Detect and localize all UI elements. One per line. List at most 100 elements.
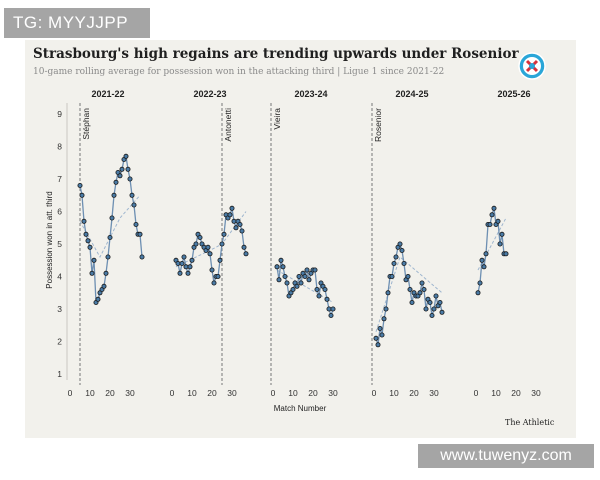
data-point xyxy=(185,270,191,276)
data-point xyxy=(81,218,87,224)
data-point xyxy=(328,312,334,318)
season-label: 2021-22 xyxy=(91,89,124,99)
data-point xyxy=(237,221,243,227)
manager-label: Vieira xyxy=(272,108,282,130)
series-line xyxy=(375,242,443,345)
data-point xyxy=(117,173,123,179)
data-point xyxy=(379,332,385,338)
data-point xyxy=(314,286,320,292)
data-point xyxy=(294,283,300,289)
x-tick-label: 10 xyxy=(85,388,95,398)
data-point xyxy=(85,238,91,244)
data-point xyxy=(439,309,445,315)
data-point xyxy=(326,306,332,312)
data-point xyxy=(481,264,487,270)
data-point xyxy=(111,192,117,198)
y-tick-label: 5 xyxy=(57,239,62,249)
data-point xyxy=(302,273,308,279)
data-point xyxy=(113,179,119,185)
data-point xyxy=(133,221,139,227)
data-point xyxy=(282,273,288,279)
y-tick-label: 8 xyxy=(57,142,62,152)
data-point xyxy=(241,244,247,250)
watermark-bottom: www.tuwenyz.com xyxy=(418,444,594,468)
data-point xyxy=(107,234,113,240)
data-point xyxy=(193,241,199,247)
data-point xyxy=(229,205,235,211)
data-point xyxy=(322,286,328,292)
x-tick-label: 30 xyxy=(429,388,439,398)
data-point xyxy=(385,290,391,296)
data-point xyxy=(183,264,189,270)
club-logo xyxy=(518,52,546,80)
data-point xyxy=(105,254,111,260)
data-point xyxy=(175,260,181,266)
data-point xyxy=(483,251,489,257)
data-point xyxy=(477,280,483,286)
data-point xyxy=(139,254,145,260)
data-point xyxy=(189,257,195,263)
data-point xyxy=(217,257,223,263)
x-axis-label: Match Number xyxy=(274,404,327,413)
data-point xyxy=(181,254,187,260)
data-point xyxy=(401,260,407,266)
data-point xyxy=(503,251,509,257)
y-tick-label: 6 xyxy=(57,207,62,217)
chart-subtitle: 10-game rolling average for possession w… xyxy=(33,67,445,77)
data-point xyxy=(375,342,381,348)
trend-line xyxy=(375,256,443,332)
data-point xyxy=(298,280,304,286)
data-point xyxy=(433,293,439,299)
y-tick-label: 3 xyxy=(57,304,62,314)
data-point xyxy=(177,270,183,276)
data-point xyxy=(437,299,443,305)
data-point xyxy=(304,267,310,273)
data-point xyxy=(316,293,322,299)
data-point xyxy=(137,231,143,237)
data-point xyxy=(407,286,413,292)
y-tick-label: 2 xyxy=(57,337,62,347)
data-point xyxy=(211,280,217,286)
data-point xyxy=(233,225,239,231)
x-tick-label: 10 xyxy=(491,388,501,398)
x-tick-label: 0 xyxy=(372,388,377,398)
strasbourg-crest-icon xyxy=(518,52,546,80)
data-point xyxy=(419,280,425,286)
data-point xyxy=(405,273,411,279)
data-point xyxy=(499,231,505,237)
data-point xyxy=(391,260,397,266)
data-point xyxy=(389,273,395,279)
data-point xyxy=(383,306,389,312)
x-tick-label: 10 xyxy=(288,388,298,398)
data-point xyxy=(421,286,427,292)
y-tick-label: 9 xyxy=(57,109,62,119)
data-point xyxy=(103,270,109,276)
data-point xyxy=(306,277,312,283)
series-line xyxy=(477,208,506,293)
x-tick-label: 20 xyxy=(207,388,217,398)
manager-label: Rosenior xyxy=(373,108,383,142)
data-point xyxy=(491,205,497,211)
data-point xyxy=(280,264,286,270)
x-tick-label: 30 xyxy=(125,388,135,398)
data-point xyxy=(312,267,318,273)
data-point xyxy=(205,244,211,250)
season-label: 2025-26 xyxy=(497,89,530,99)
data-point xyxy=(179,260,185,266)
data-point xyxy=(95,296,101,302)
data-point xyxy=(274,264,280,270)
data-point xyxy=(125,166,131,172)
data-point xyxy=(276,277,282,283)
data-point xyxy=(431,306,437,312)
season-label: 2022-23 xyxy=(193,89,226,99)
data-point xyxy=(330,306,336,312)
data-point xyxy=(221,231,227,237)
data-point xyxy=(324,296,330,302)
data-point xyxy=(187,264,193,270)
data-point xyxy=(284,280,290,286)
data-point xyxy=(377,325,383,331)
x-tick-label: 20 xyxy=(105,388,115,398)
data-point xyxy=(109,215,115,221)
data-point xyxy=(243,251,249,257)
